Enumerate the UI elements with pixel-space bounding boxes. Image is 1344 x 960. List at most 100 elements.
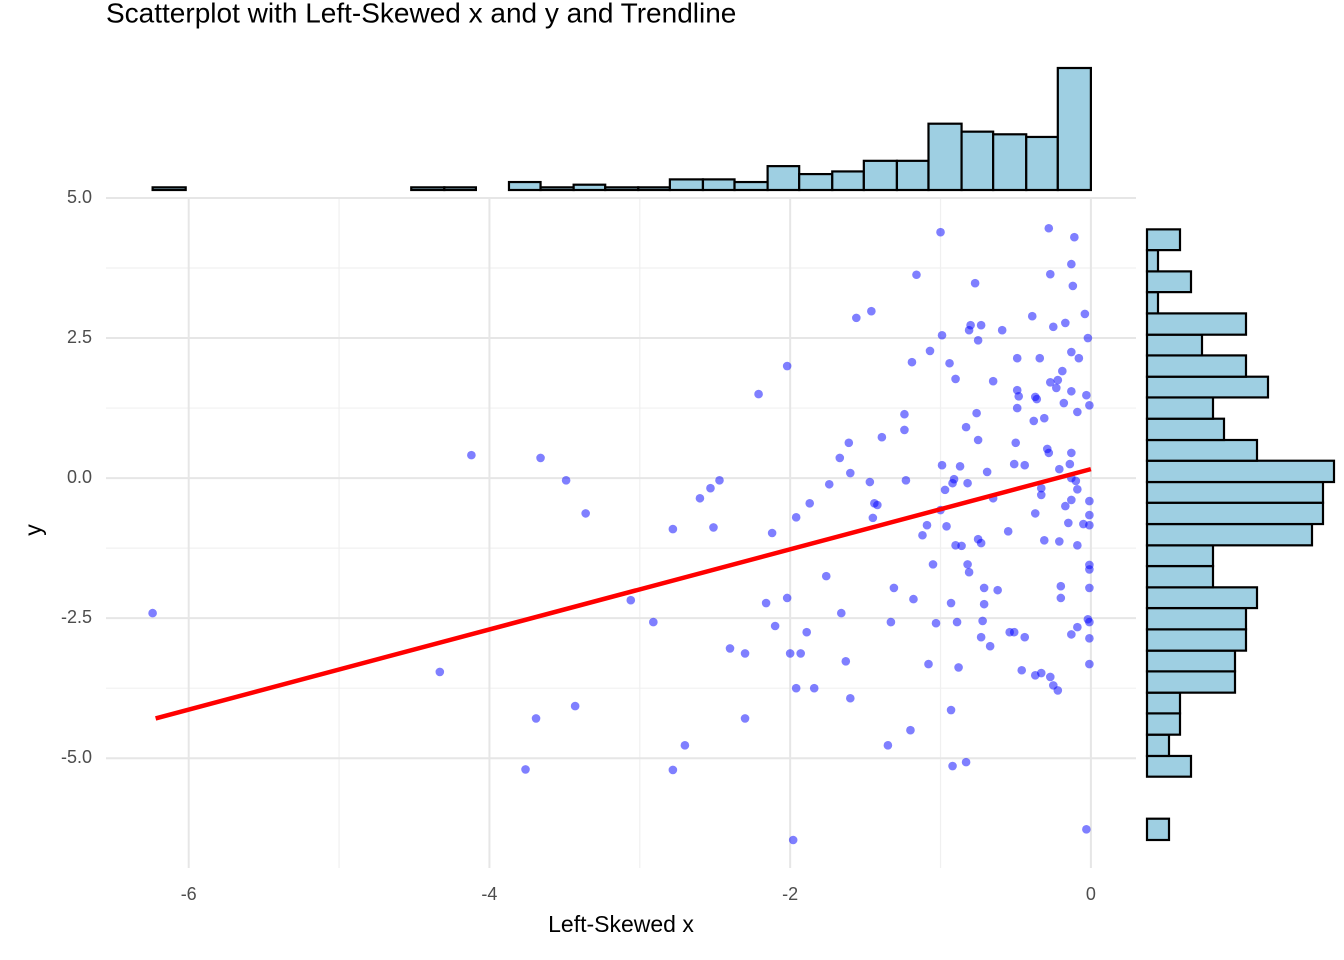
point xyxy=(1045,269,1055,279)
point xyxy=(1067,448,1076,458)
point xyxy=(972,408,981,418)
y-histogram-bar xyxy=(1145,375,1270,399)
x-histogram-bar xyxy=(572,183,607,192)
point xyxy=(909,594,918,604)
x-axis-label: Left-Skewed x xyxy=(548,911,694,937)
point xyxy=(1017,665,1027,675)
x-histogram-bar xyxy=(151,186,187,192)
point xyxy=(940,485,950,495)
point xyxy=(886,617,896,627)
point xyxy=(1082,825,1091,834)
point xyxy=(695,493,705,503)
point xyxy=(1073,622,1082,632)
x-histogram-bar xyxy=(927,122,963,192)
y-histogram-bar xyxy=(1145,712,1182,736)
point xyxy=(1085,520,1094,530)
point xyxy=(970,278,980,288)
point xyxy=(976,632,986,642)
point xyxy=(1027,311,1037,321)
point xyxy=(844,438,854,448)
point xyxy=(1071,476,1081,486)
point xyxy=(945,358,954,368)
point xyxy=(1035,353,1045,363)
point xyxy=(1056,581,1066,591)
point xyxy=(1064,518,1073,528)
point xyxy=(1061,501,1070,511)
point xyxy=(846,693,855,703)
y-histogram-bar xyxy=(1145,501,1325,526)
point xyxy=(873,500,882,510)
point xyxy=(985,641,995,651)
point xyxy=(988,376,998,386)
point xyxy=(1030,509,1040,518)
point xyxy=(1032,394,1042,404)
point xyxy=(531,714,541,723)
point xyxy=(1085,400,1094,410)
point xyxy=(868,513,878,523)
y-tick-label: -5.0 xyxy=(61,747,92,767)
y-histogram-bar xyxy=(1145,606,1248,631)
point xyxy=(626,595,636,605)
point xyxy=(1014,392,1024,401)
point xyxy=(835,453,845,463)
x-histogram-bar xyxy=(1056,66,1092,192)
point xyxy=(1039,535,1049,545)
point xyxy=(1020,460,1030,470)
point xyxy=(931,618,941,628)
point xyxy=(973,435,983,445)
point xyxy=(1045,672,1055,682)
point xyxy=(680,741,690,750)
y-tick-label: -2.5 xyxy=(61,607,92,627)
x-histogram-bar xyxy=(798,172,834,192)
point xyxy=(1036,668,1046,678)
y-tick-label: 2.5 xyxy=(67,327,92,347)
point xyxy=(561,476,571,485)
point xyxy=(922,520,932,530)
point xyxy=(867,306,876,316)
point xyxy=(770,621,780,631)
point xyxy=(976,538,986,548)
point xyxy=(936,227,945,237)
point xyxy=(900,409,909,419)
point xyxy=(964,567,974,577)
y-histogram-bar xyxy=(1145,270,1193,294)
x-histogram-bar xyxy=(668,178,705,192)
point xyxy=(976,320,986,330)
point xyxy=(979,599,989,609)
point xyxy=(997,325,1007,335)
point xyxy=(1045,378,1055,387)
y-histogram-bar xyxy=(1145,670,1237,694)
point xyxy=(949,474,959,484)
point xyxy=(993,585,1002,595)
point xyxy=(906,725,915,735)
point xyxy=(467,450,476,460)
point xyxy=(1039,413,1049,423)
point xyxy=(900,425,909,435)
point xyxy=(785,649,795,658)
point xyxy=(937,330,947,340)
point xyxy=(982,467,992,477)
point xyxy=(148,608,157,618)
point xyxy=(1065,459,1075,469)
point xyxy=(1068,281,1078,291)
y-histogram-bar xyxy=(1145,691,1182,715)
y-histogram-bar xyxy=(1145,817,1171,842)
point xyxy=(852,313,861,323)
point xyxy=(954,663,963,672)
point xyxy=(1058,366,1067,376)
x-histogram-bar xyxy=(637,186,671,192)
point xyxy=(865,477,875,487)
point xyxy=(1085,659,1094,669)
y-histogram-bar xyxy=(1145,586,1259,610)
point xyxy=(1067,259,1076,269)
point xyxy=(1052,383,1061,393)
point xyxy=(791,513,801,522)
x-histogram-bar xyxy=(539,186,575,192)
point xyxy=(1083,333,1093,343)
y-histogram-bar xyxy=(1145,628,1248,652)
point xyxy=(725,644,735,653)
point xyxy=(1070,232,1079,242)
point xyxy=(963,560,972,569)
